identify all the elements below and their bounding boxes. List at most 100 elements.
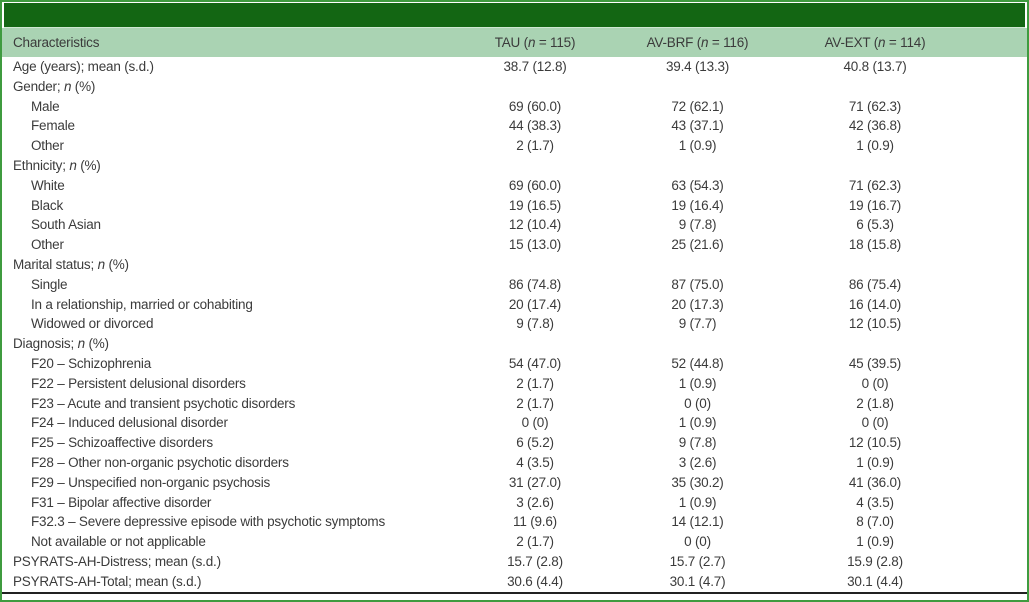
spacer-cell	[975, 413, 1027, 433]
cell-av-ext: 42 (36.8)	[848, 118, 902, 134]
cell-av-brf: 1 (0.9)	[678, 375, 717, 391]
table-bottom-rule	[2, 591, 1027, 594]
cell-tau: 11 (9.6)	[513, 514, 557, 530]
row-label-text: (%)	[76, 157, 101, 173]
col-header-av-ext: AV-EXT (n = 114)	[775, 28, 975, 57]
cell-tau: 2 (1.7)	[516, 395, 554, 411]
row-label: F25 – Schizoaffective disorders	[2, 433, 450, 453]
spacer-cell	[975, 235, 1027, 255]
table-row: Other 15 (13.0) 25 (21.6) 18 (15.8)	[2, 235, 1027, 255]
row-label: Single	[2, 275, 450, 295]
cell-av-ext	[775, 255, 975, 275]
cell-av-brf: 3 (2.6)	[678, 454, 717, 470]
table-row: F32.3 – Severe depressive episode with p…	[2, 512, 1027, 532]
cell-tau: 15.7 (2.8)	[507, 553, 563, 569]
table-row: White 69 (60.0) 63 (54.3) 71 (62.3)	[2, 176, 1027, 196]
cell-av-ext: 30.1 (4.4)	[847, 573, 903, 589]
cell-av-ext: 12 (10.5)	[848, 435, 902, 451]
spacer-cell	[975, 77, 1027, 97]
table-row: Widowed or divorced 9 (7.8) 9 (7.7) 12 (…	[2, 314, 1027, 334]
spacer-cell	[975, 354, 1027, 374]
table-row: South Asian 12 (10.4) 9 (7.8) 6 (5.3)	[2, 215, 1027, 235]
row-label: In a relationship, married or cohabiting	[2, 295, 450, 315]
cell-av-ext: 6 (5.3)	[856, 217, 894, 233]
spacer-cell	[975, 156, 1027, 176]
cell-tau: 86 (74.8)	[508, 276, 562, 292]
row-label-text: Ethnicity;	[13, 157, 70, 173]
cell-tau: 69 (60.0)	[508, 177, 562, 193]
cell-av-ext: 12 (10.5)	[848, 316, 902, 332]
spacer-cell	[975, 374, 1027, 394]
cell-tau: 15 (13.0)	[508, 237, 562, 253]
cell-av-brf: 39.4 (13.3)	[665, 59, 730, 74]
row-label-text: PSYRATS-AH-Total; mean (s.d.)	[13, 573, 202, 589]
table-row: F20 – Schizophrenia 54 (47.0) 52 (44.8) …	[2, 354, 1027, 374]
row-label: Marital status; n (%)	[2, 255, 450, 275]
row-label-text: Gender;	[13, 78, 64, 94]
table-row: F31 – Bipolar affective disorder 3 (2.6)…	[2, 493, 1027, 513]
row-label-text: Other	[31, 237, 64, 253]
col-header-text: = 116)	[708, 35, 749, 50]
cell-av-ext: 71 (62.3)	[848, 98, 902, 114]
cell-av-brf: 14 (12.1)	[671, 514, 724, 530]
row-label: F22 – Persistent delusional disorders	[2, 374, 450, 394]
cell-av-ext: 1 (0.9)	[856, 454, 894, 470]
table-row: F25 – Schizoaffective disorders 6 (5.2) …	[2, 433, 1027, 453]
cell-av-brf	[620, 77, 775, 97]
table-row: Diagnosis; n (%)	[2, 334, 1027, 354]
row-label-text: PSYRATS-AH-Distress; mean (s.d.)	[13, 553, 221, 569]
cell-tau: 20 (17.4)	[508, 296, 562, 312]
cell-av-ext: 86 (75.4)	[848, 276, 902, 292]
cell-av-ext	[775, 77, 975, 97]
col-header-characteristics: Characteristics	[2, 28, 450, 57]
table-row: In a relationship, married or cohabiting…	[2, 295, 1027, 315]
row-label-text: (%)	[71, 78, 96, 94]
cell-tau: 30.6 (4.4)	[507, 573, 563, 589]
cell-av-brf: 1 (0.9)	[678, 494, 717, 510]
cell-av-brf: 25 (21.6)	[671, 237, 724, 253]
table-row: F28 – Other non-organic psychotic disord…	[2, 453, 1027, 473]
cell-av-ext: 2 (1.8)	[856, 395, 894, 411]
cell-tau: 19 (16.5)	[508, 197, 562, 213]
cell-av-brf: 72 (62.1)	[671, 98, 724, 114]
cell-av-brf: 20 (17.3)	[671, 296, 724, 312]
cell-av-ext	[775, 156, 975, 176]
row-label-text: F31 – Bipolar affective disorder	[31, 494, 212, 510]
row-label-text: Not available or not applicable	[31, 534, 206, 550]
col-header-text: = 114)	[885, 35, 926, 50]
row-label-n-italic: n	[69, 157, 77, 173]
spacer-cell	[975, 314, 1027, 334]
row-label-text: F20 – Schizophrenia	[31, 355, 152, 371]
cell-av-brf: 0 (0)	[684, 534, 711, 550]
table-row: Male 69 (60.0) 72 (62.1) 71 (62.3)	[2, 97, 1027, 117]
cell-av-brf	[620, 255, 775, 275]
row-label: Ethnicity; n (%)	[2, 156, 450, 176]
spacer-cell	[975, 97, 1027, 117]
spacer-cell	[975, 433, 1027, 453]
row-label-text: F25 – Schizoaffective disorders	[31, 435, 213, 451]
cell-av-ext	[775, 334, 975, 354]
cell-tau: 0 (0)	[521, 415, 549, 431]
cell-av-ext: 4 (3.5)	[856, 494, 894, 510]
cell-av-brf: 9 (7.7)	[678, 316, 717, 332]
cell-av-ext: 45 (39.5)	[848, 355, 902, 371]
row-label-text: F32.3 – Severe depressive episode with p…	[31, 514, 386, 530]
cell-tau	[450, 255, 620, 275]
col-header-n-italic: n	[701, 35, 709, 50]
cell-tau: 4 (3.5)	[516, 454, 554, 470]
col-header-text: TAU (	[494, 35, 528, 50]
cell-av-ext: 0 (0)	[861, 375, 889, 391]
cell-tau: 6 (5.2)	[516, 435, 554, 451]
spacer-cell	[975, 215, 1027, 235]
table-row: Gender; n (%)	[2, 77, 1027, 97]
cell-tau: 69 (60.0)	[508, 98, 562, 114]
col-header-n-italic: n	[878, 35, 886, 50]
row-label-text: Single	[31, 276, 68, 292]
spacer-cell	[975, 512, 1027, 532]
cell-av-brf: 0 (0)	[684, 395, 711, 411]
cell-av-ext: 15.9 (2.8)	[847, 553, 903, 569]
row-label-text: Age (years); mean (s.d.)	[13, 59, 154, 74]
spacer-cell	[975, 176, 1027, 196]
col-header-text: = 115)	[535, 35, 576, 50]
